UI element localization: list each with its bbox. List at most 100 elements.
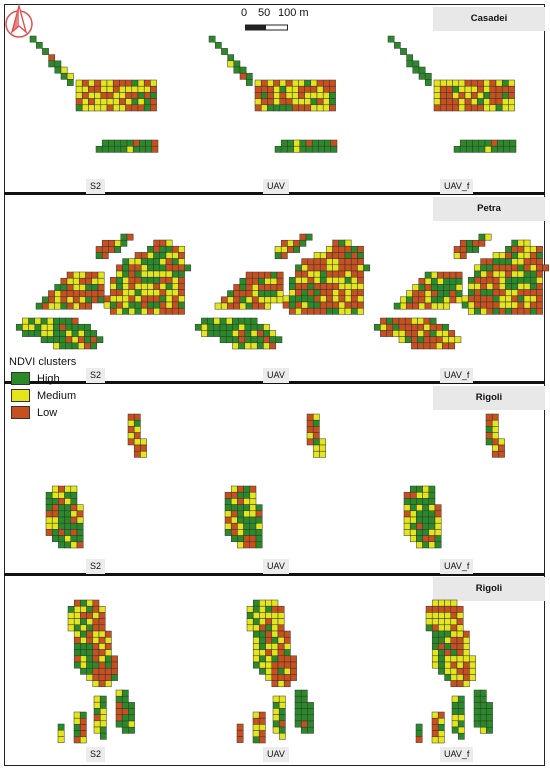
ndvi-grid-cell (255, 535, 263, 543)
ndvi-grid-cell (523, 307, 531, 315)
ndvi-grid-cell (171, 283, 179, 290)
ndvi-grid-cell (115, 720, 123, 728)
ndvi-grid-cell (287, 139, 294, 147)
ndvi-grid-cell (171, 245, 179, 253)
ndvi-grid-cell (350, 307, 358, 315)
ndvi-grid-cell (498, 252, 506, 259)
ndvi-grid-cell (505, 295, 512, 303)
ndvi-grid-cell (251, 277, 259, 285)
ndvi-grid-cell (77, 323, 85, 331)
ndvi-grid-cell (430, 296, 438, 304)
ndvi-grid-cell (51, 491, 59, 499)
ndvi-grid-cell (459, 145, 467, 153)
ndvi-grid-cell (93, 714, 101, 722)
ndvi-grid-cell (439, 92, 447, 99)
ndvi-grid-cell (92, 618, 100, 626)
ndvi-grid-cell (145, 139, 153, 147)
ndvi-grid-cell (114, 139, 122, 147)
ndvi-grid-cell (357, 301, 364, 309)
ndvi-grid-cell (236, 729, 244, 737)
ndvi-grid-cell (438, 667, 445, 675)
ndvi-grid-cell (434, 516, 442, 524)
ndvi-grid-cell (178, 252, 185, 259)
ndvi-grid-cell (411, 330, 418, 337)
ndvi-grid-cell (133, 426, 141, 433)
ndvi-grid-cell (278, 726, 286, 734)
ndvi-grid-cell (79, 730, 87, 738)
ndvi-grid-cell (437, 724, 445, 731)
ndvi-grid-cell (73, 649, 81, 657)
ndvi-grid-cell (153, 307, 161, 315)
ndvi-grid-cell (428, 491, 436, 499)
ndvi-grid-cell (34, 317, 42, 325)
ndvi-grid-cell (480, 264, 488, 272)
ndvi-grid-cell (244, 336, 252, 344)
ndvi-grid-cell (272, 720, 280, 728)
ndvi-grid-cell (75, 104, 83, 112)
ndvi-grid-cell (237, 510, 244, 518)
ndvi-grid-cell (249, 491, 257, 499)
ndvi-grid-cell (207, 317, 215, 325)
ndvi-grid-cell (150, 79, 157, 87)
ndvi-grid-cell (171, 289, 179, 297)
ndvi-grid-cell (456, 674, 464, 681)
ndvi-grid-cell (264, 290, 272, 298)
ndvi-grid-cell (517, 264, 525, 272)
ndvi-grid-cell (270, 277, 278, 285)
ndvi-grid-cell (357, 264, 364, 272)
ndvi-grid-cell (305, 145, 313, 153)
ndvi-grid-cell (319, 295, 327, 303)
ndvi-grid-cell (64, 498, 72, 505)
ndvi-grid-cell (101, 252, 109, 260)
ndvi-grid-cell (295, 307, 302, 315)
ndvi-grid-cell (300, 702, 308, 709)
ndvi-grid-cell (140, 295, 148, 303)
ndvi-grid-cell (40, 317, 48, 325)
ndvi-grid-cell (58, 529, 65, 536)
ndvi-grid-cell (409, 516, 417, 524)
ndvi-grid-cell (259, 636, 266, 644)
ndvi-grid-cell (245, 271, 253, 279)
ndvi-grid-cell (409, 522, 417, 530)
ndvi-grid-cell (458, 98, 466, 106)
ndvi-grid-cell (201, 330, 208, 337)
ndvi-grid-cell (433, 79, 441, 87)
ndvi-grid-cell (252, 605, 260, 613)
ndvi-grid-cell (523, 239, 531, 247)
ndvi-grid-cell (224, 522, 232, 530)
ndvi-grid-cell (479, 702, 487, 709)
ndvi-grid-cell (208, 35, 216, 43)
ndvi-grid-cell (72, 290, 80, 298)
ndvi-grid-cell (403, 510, 411, 518)
ndvi-grid-cell (279, 98, 287, 106)
ndvi-grid-cell (94, 92, 102, 99)
ndvi-grid-cell (301, 301, 309, 309)
ndvi-grid-cell (42, 48, 49, 55)
ndvi-grid-cell (474, 301, 481, 309)
ndvi-grid-cell (238, 330, 246, 337)
ndvi-grid-cell (350, 264, 358, 272)
ndvi-grid-cell (139, 139, 146, 147)
ndvi-grid-cell (326, 283, 333, 290)
legend-item-low: Low (11, 405, 76, 420)
ndvi-grid-cell (64, 510, 72, 518)
ndvi-grid-cell (40, 330, 48, 337)
ndvi-grid-cell (435, 323, 443, 331)
ndvi-grid-cell (438, 661, 445, 669)
ndvi-grid-cell (64, 535, 72, 543)
ndvi-grid-cell (283, 661, 291, 669)
ndvi-grid-cell (59, 336, 67, 344)
ndvi-grid-cell (380, 323, 387, 331)
ndvi-grid-cell (464, 85, 472, 93)
ndvi-grid-cell (422, 504, 430, 512)
ndvi-grid-cell (227, 290, 234, 298)
ndvi-grid-cell (536, 307, 543, 315)
ndvi-grid-cell (272, 708, 280, 715)
ndvi-grid-cell (429, 330, 437, 337)
ndvi-grid-cell (227, 60, 235, 68)
ndvi-grid-cell (271, 667, 279, 675)
ndvi-grid-cell (329, 98, 336, 106)
ndvi-grid-cell (92, 599, 100, 607)
ndvi-grid-cell (245, 277, 253, 285)
ndvi-grid-cell (255, 516, 263, 524)
